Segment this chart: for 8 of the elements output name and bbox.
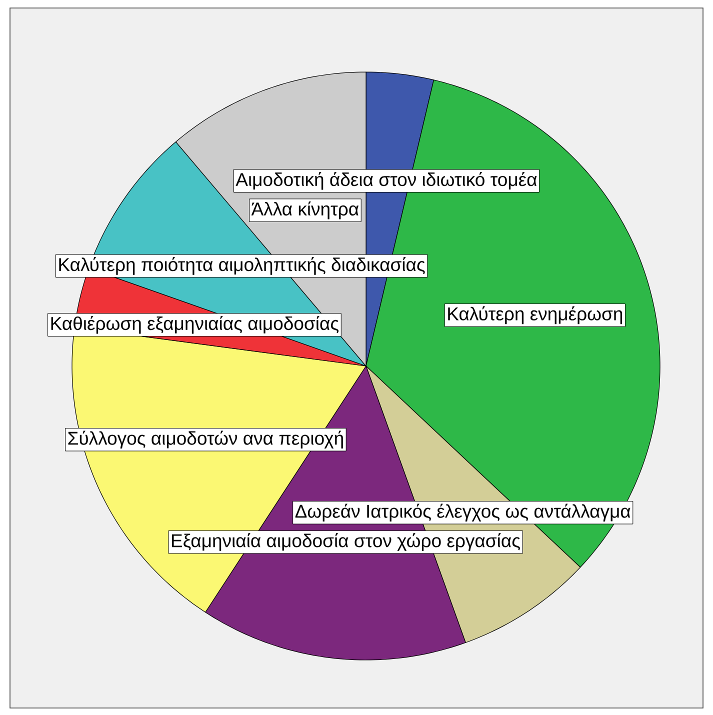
slice-label: Άλλα κίνητρα xyxy=(251,201,359,220)
slice-label: Δωρεάν Ιατρικός έλεγχος ως αντάλλαγμα xyxy=(295,504,630,522)
slice-label: Καθιέρωση εξαμηνιαίας αιμοδοσίας xyxy=(51,316,339,334)
slice-label: Καλύτερη ενημέρωση xyxy=(448,306,622,324)
slice-label: Καλύτερη ποιότητα αιμοληπτικής διαδικασίας xyxy=(59,257,425,275)
slice-label: Αιμοδοτική άδεια στον ιδιωτικό τομέα xyxy=(236,172,537,190)
slice-label: Εξαμηνιαία αιμοδοσία στον χώρο εργασίας xyxy=(172,533,520,551)
slice-label: Σύλλογος αιμοδοτών ανα περιοχή xyxy=(68,430,343,448)
